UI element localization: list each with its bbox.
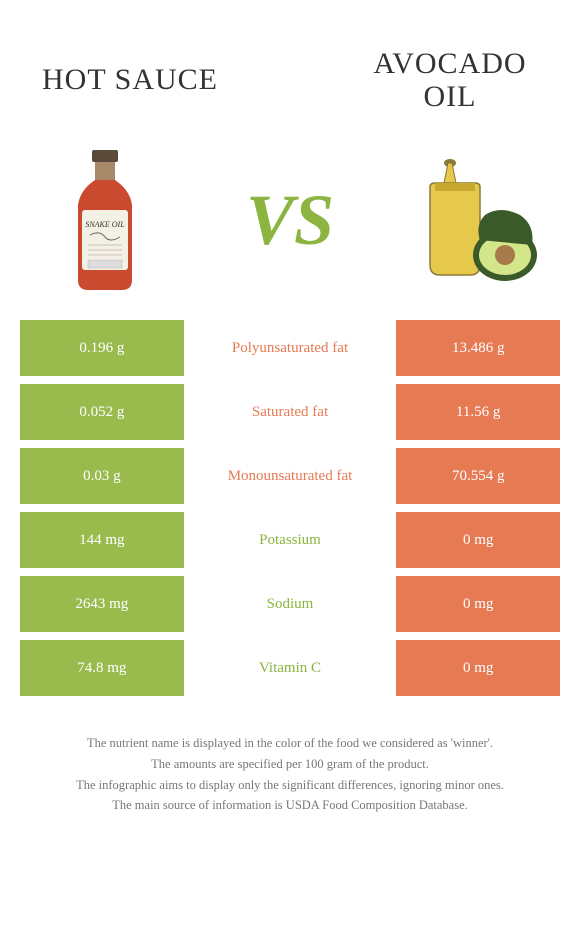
nutrient-label-cell: Polyunsaturated fat	[184, 320, 397, 376]
footer-line4: The main source of information is USDA F…	[25, 796, 555, 815]
comparison-table: 0.196 gPolyunsaturated fat13.486 g 0.052 …	[0, 320, 580, 696]
right-title-line2: OIL	[424, 80, 477, 113]
left-value-cell: 0.196 g	[20, 320, 184, 376]
nutrient-label-cell: Vitamin C	[184, 640, 397, 696]
table-row: 144 mgPotassium0 mg	[20, 512, 560, 568]
nutrient-label-cell: Potassium	[184, 512, 397, 568]
left-food-title: HOT SAUCE	[30, 63, 230, 97]
table-row: 0.196 gPolyunsaturated fat13.486 g	[20, 320, 560, 376]
images-row: SNAKE OIL VS	[0, 140, 580, 320]
footer-notes: The nutrient name is displayed in the co…	[0, 704, 580, 815]
right-value-cell: 0 mg	[396, 576, 560, 632]
right-value-cell: 11.56 g	[396, 384, 560, 440]
right-food-title: AVOCADO OIL	[350, 47, 550, 113]
right-title-line1: AVOCADO	[373, 47, 526, 80]
table-row: 0.03 gMonounsaturated fat70.554 g	[20, 448, 560, 504]
hot-sauce-bottle-icon: SNAKE OIL	[50, 145, 160, 295]
nutrient-label-cell: Monounsaturated fat	[184, 448, 397, 504]
header: HOT SAUCE AVOCADO OIL	[0, 0, 580, 140]
left-value-cell: 2643 mg	[20, 576, 184, 632]
nutrient-label-cell: Sodium	[184, 576, 397, 632]
table-row: 0.052 gSaturated fat11.56 g	[20, 384, 560, 440]
left-value-cell: 74.8 mg	[20, 640, 184, 696]
table-row: 2643 mgSodium0 mg	[20, 576, 560, 632]
footer-line3: The infographic aims to display only the…	[25, 776, 555, 795]
left-value-cell: 0.03 g	[20, 448, 184, 504]
avocado-oil-image	[400, 140, 550, 300]
svg-text:SNAKE OIL: SNAKE OIL	[85, 220, 125, 229]
left-value-cell: 144 mg	[20, 512, 184, 568]
right-value-cell: 13.486 g	[396, 320, 560, 376]
right-value-cell: 70.554 g	[396, 448, 560, 504]
avocado-oil-icon	[400, 145, 550, 295]
right-value-cell: 0 mg	[396, 640, 560, 696]
table-row: 74.8 mgVitamin C0 mg	[20, 640, 560, 696]
right-value-cell: 0 mg	[396, 512, 560, 568]
footer-line2: The amounts are specified per 100 gram o…	[25, 755, 555, 774]
vs-label: VS	[224, 179, 356, 262]
nutrient-label-cell: Saturated fat	[184, 384, 397, 440]
footer-line1: The nutrient name is displayed in the co…	[25, 734, 555, 753]
hot-sauce-image: SNAKE OIL	[30, 140, 180, 300]
left-value-cell: 0.052 g	[20, 384, 184, 440]
